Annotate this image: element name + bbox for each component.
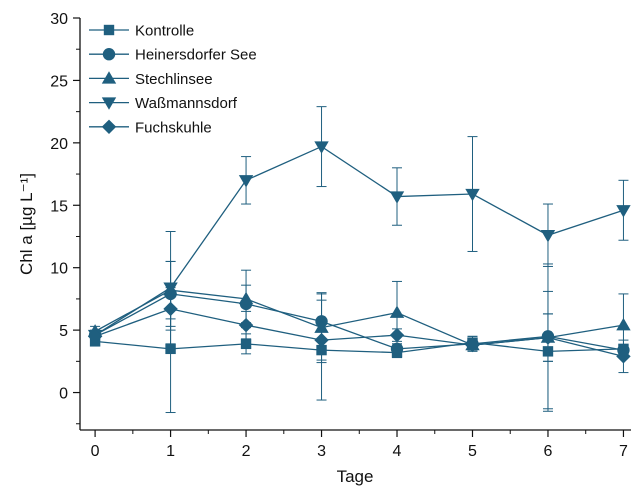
legend-marker-fuchskuhle bbox=[101, 119, 117, 134]
x-tick-label: 0 bbox=[91, 443, 100, 460]
point-wa-mannsdorf bbox=[540, 230, 556, 243]
point-fuchskuhle bbox=[389, 327, 405, 343]
legend-label-heinersdorfer-see: Heinersdorfer See bbox=[135, 47, 257, 64]
point-fuchskuhle bbox=[238, 317, 254, 333]
point-fuchskuhle bbox=[163, 301, 178, 317]
point-wa-mannsdorf bbox=[238, 175, 254, 188]
point-stechlinsee bbox=[389, 305, 405, 318]
y-tick-label: 15 bbox=[50, 198, 68, 215]
y-tick-label: 0 bbox=[59, 386, 68, 403]
point-kontrolle bbox=[542, 346, 554, 357]
legend-marker-heinersdorfer-see bbox=[102, 48, 116, 61]
point-fuchskuhle bbox=[87, 329, 103, 344]
y-tick-label: 5 bbox=[59, 323, 68, 340]
series-line-wa-mannsdorf bbox=[94, 145, 624, 336]
legend-label-kontrolle: Kontrolle bbox=[135, 23, 194, 40]
point-heinersdorfer-see bbox=[390, 342, 404, 356]
point-wa-mannsdorf bbox=[314, 141, 329, 154]
legend-marker-stechlinsee bbox=[101, 71, 117, 84]
series-markers bbox=[87, 141, 631, 364]
legend: Kontrolle Heinersdorfer See Stechlinsee Waß… bbox=[89, 23, 257, 136]
y-tick-label: 25 bbox=[50, 73, 68, 90]
x-tick-label: 6 bbox=[544, 443, 553, 460]
point-kontrolle bbox=[165, 343, 176, 355]
legend-label-fuchskuhle: Fuchskuhle bbox=[135, 119, 212, 136]
ticks: 0 1 2 3 4 5 6 7 0 5 10 15 20 25 30 bbox=[50, 11, 628, 460]
point-kontrolle bbox=[240, 338, 252, 350]
x-tick-label: 2 bbox=[242, 443, 251, 460]
point-fuchskuhle bbox=[616, 349, 631, 364]
point-stechlinsee bbox=[238, 291, 254, 305]
series-line-kontrolle bbox=[95, 340, 624, 354]
legend-marker-kontrolle bbox=[103, 24, 115, 36]
x-tick-label: 1 bbox=[166, 443, 175, 460]
point-wa-mannsdorf bbox=[465, 188, 480, 202]
legend-label-wa-mannsdorf: Waßmannsdorf bbox=[135, 95, 238, 112]
error-bars bbox=[90, 106, 629, 414]
x-tick-label: 5 bbox=[468, 443, 477, 460]
point-wa-mannsdorf bbox=[389, 191, 405, 204]
point-stechlinsee bbox=[616, 317, 631, 331]
legend-label-stechlinsee: Stechlinsee bbox=[135, 71, 213, 88]
point-fuchskuhle bbox=[465, 337, 480, 353]
x-tick-label: 4 bbox=[393, 443, 402, 460]
point-fuchskuhle bbox=[540, 330, 556, 345]
y-tick-label: 30 bbox=[50, 11, 68, 28]
series-line-fuchskuhle bbox=[94, 308, 624, 357]
y-axis-title: Chl a [µg L⁻¹] bbox=[17, 173, 36, 275]
x-axis-title: Tage bbox=[337, 467, 374, 486]
point-wa-mannsdorf bbox=[163, 282, 178, 295]
series-line-heinersdorfer-see bbox=[94, 293, 624, 351]
point-kontrolle bbox=[316, 344, 327, 356]
legend-marker-wa-mannsdorf bbox=[101, 97, 117, 110]
y-tick-label: 20 bbox=[50, 136, 68, 153]
point-fuchskuhle bbox=[314, 332, 329, 348]
point-stechlinsee bbox=[314, 320, 329, 333]
x-tick-label: 3 bbox=[317, 443, 326, 460]
x-tick-label: 7 bbox=[619, 443, 628, 460]
point-wa-mannsdorf bbox=[616, 205, 631, 218]
series-lines bbox=[94, 145, 624, 357]
y-tick-label: 10 bbox=[50, 261, 68, 278]
